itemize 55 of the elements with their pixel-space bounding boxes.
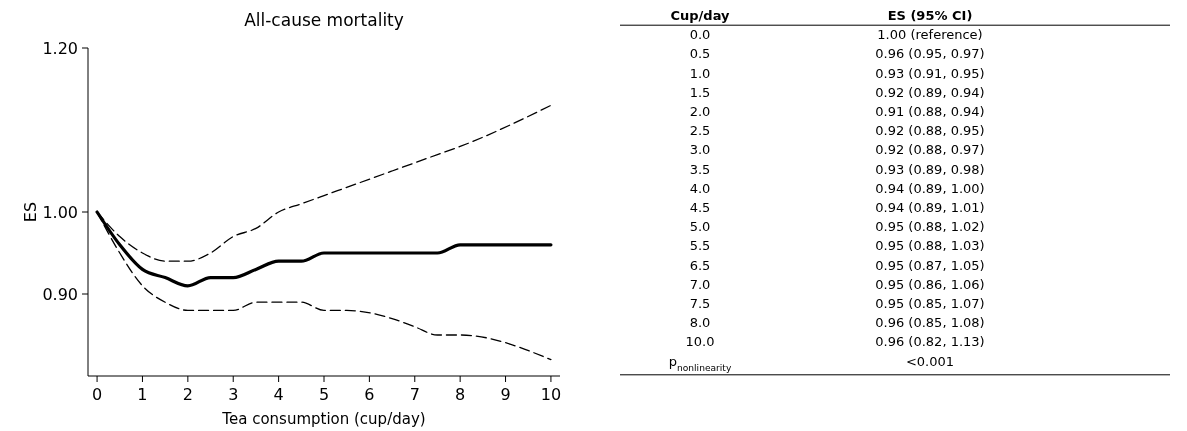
category-label: 3.5 [689,161,711,177]
x-tick-label: 0 [91,385,103,404]
text: 0.93 (0.91, 0.95) [875,65,985,81]
x-tick-label: 2 [182,385,193,404]
x-tick-label: 4 [273,385,284,404]
text: 0.93 (0.89, 0.98) [875,161,985,177]
text: 0.95 (0.87, 1.05) [875,257,985,273]
category-label: 0.0 [689,27,711,43]
text: 0.92 (0.88, 0.97) [875,142,985,158]
text: Cup/day [670,8,731,23]
text: 0.91 (0.88, 0.94) [875,104,985,119]
text: 0.92 (0.88, 0.95) [875,123,985,139]
text: 0.94 (0.89, 1.01) [875,200,985,215]
text: 0.92 (0.89, 0.94) [875,84,985,100]
text: 0.95 (0.88, 1.02) [875,219,985,235]
y-tick-label: 1.20 [42,38,78,58]
category-label: 7.5 [689,296,711,311]
text: 1.00 (reference) [877,27,983,43]
category-label: 1.0 [689,65,711,81]
category-label: 5.0 [689,219,711,235]
category-label: 1.5 [689,84,711,100]
category-label: 5.5 [689,238,711,254]
x-tick-label: 1 [137,385,148,404]
text: 0.95 (0.86, 1.06) [875,276,985,292]
text: 0.96 (0.85, 1.08) [875,315,985,331]
category-label: 2.5 [689,123,711,139]
category-label: 10.0 [685,334,715,350]
text: 0.96 (0.82, 1.13) [875,334,985,350]
category-label: 4.0 [689,180,711,196]
x-tick-label: 6 [364,385,375,404]
x-tick-label: 9 [500,385,511,404]
category-label: 7.0 [689,276,711,292]
category-label: 0.5 [689,46,711,62]
category-label: 2.0 [689,104,711,119]
y-tick-label: 1.00 [42,202,78,222]
text: 0.96 (0.95, 0.97) [875,46,985,62]
category-label: 3.0 [689,142,711,158]
text: ES (95% CI) [887,8,973,23]
text: 0.95 (0.88, 1.03) [875,238,985,254]
text: 0.95 (0.85, 1.07) [875,296,985,311]
text: 0.94 (0.89, 1.00) [875,180,985,196]
y-axis-title: ES [21,201,40,223]
text: <0.001 [905,353,955,369]
x-axis-title: Tea consumption (cup/day) [221,410,426,428]
chart-title: All-cause mortality [244,10,404,30]
category-label: p$_{nonlinearity}$ [668,353,732,373]
x-tick-label: 10 [540,385,562,404]
x-tick-label: 5 [318,385,330,404]
x-tick-label: 7 [409,385,420,404]
category-label: 6.5 [689,257,711,273]
x-tick-label: 8 [455,385,466,404]
category-label: 4.5 [689,200,711,215]
x-tick-label: 3 [228,385,239,404]
category-label: 8.0 [689,315,711,331]
y-tick-label: 0.90 [42,284,78,304]
